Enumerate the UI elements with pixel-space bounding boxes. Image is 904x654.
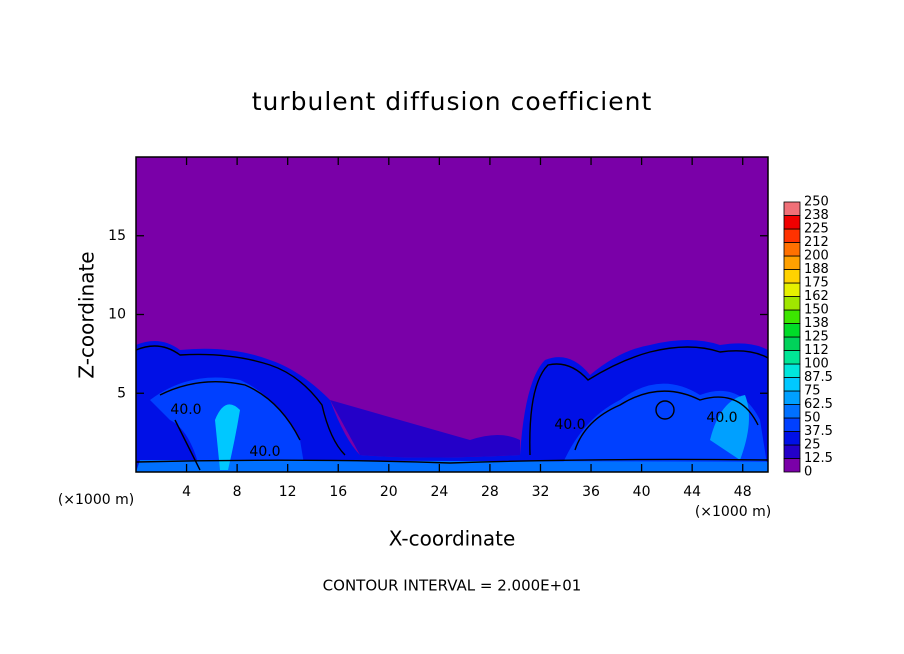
colorbar-box [783, 255, 801, 270]
x-tick-label: 44 [683, 484, 701, 500]
colorbar-label: 37.5 [804, 424, 833, 439]
colorbar-box [783, 282, 801, 297]
x-tick-label: 28 [481, 484, 499, 500]
colorbar-label: 0 [804, 465, 812, 480]
colorbar-box [783, 404, 801, 419]
colorbar-label: 150 [804, 303, 829, 318]
colorbar-label: 87.5 [804, 370, 833, 385]
x-tick-label: 32 [532, 484, 550, 500]
contour-label: 40.0 [706, 410, 737, 426]
colorbar-box [783, 242, 801, 257]
colorbar-box [783, 431, 801, 446]
colorbar-box [783, 296, 801, 311]
x-tick-label: 20 [380, 484, 398, 500]
colorbar-label: 238 [804, 208, 829, 223]
colorbar-label: 12.5 [804, 451, 833, 466]
colorbar-label: 75 [804, 384, 821, 399]
x-tick-label: 48 [734, 484, 752, 500]
field-region [560, 383, 768, 470]
colorbar-box [783, 350, 801, 365]
colorbar-label: 25 [804, 438, 821, 453]
x-unit-label: (×1000 m) [58, 492, 134, 508]
field [135, 157, 769, 472]
x-tick-label: 36 [582, 484, 600, 500]
colorbar-label: 125 [804, 330, 829, 345]
x-tick-label: 24 [430, 484, 448, 500]
colorbar-label: 62.5 [804, 397, 833, 412]
colorbar-box [783, 201, 801, 216]
colorbar-label: 50 [804, 411, 821, 426]
colorbar-box [783, 417, 801, 432]
colorbar-box [783, 458, 801, 473]
colorbar-box [783, 377, 801, 392]
y-tick-label: 5 [117, 385, 126, 401]
colorbar-label: 250 [804, 195, 829, 210]
colorbar-box [783, 336, 801, 351]
colorbar-label: 138 [804, 316, 829, 331]
colorbar-box [783, 323, 801, 338]
colorbar-box [783, 215, 801, 230]
chart-title: turbulent diffusion coefficient [252, 87, 653, 116]
contour-label: 40.0 [554, 417, 585, 433]
colorbar-label: 188 [804, 262, 829, 277]
colorbar-label: 112 [804, 343, 829, 358]
field-region [330, 400, 520, 458]
colorbar-label: 162 [804, 289, 829, 304]
colorbar-label: 200 [804, 249, 829, 264]
colorbar-box [783, 269, 801, 284]
field-region [710, 395, 749, 460]
colorbar-box [783, 444, 801, 459]
colorbar-box [783, 390, 801, 405]
y-tick-label: 10 [108, 307, 126, 323]
x-tick-label: 16 [329, 484, 347, 500]
x-tick-label: 8 [233, 484, 242, 500]
y-axis-label: Z-coordinate [75, 251, 99, 378]
x-unit-label: (×1000 m) [695, 504, 771, 520]
colorbar-label: 100 [804, 357, 829, 372]
colorbar-box [783, 363, 801, 378]
x-tick-label: 12 [279, 484, 297, 500]
contour-label: 40.0 [249, 444, 280, 460]
contour-note: CONTOUR INTERVAL = 2.000E+01 [323, 577, 582, 595]
x-axis-label: X-coordinate [389, 527, 516, 551]
contour-label: 40.0 [170, 402, 201, 418]
x-tick-label: 40 [633, 484, 651, 500]
colorbar-box [783, 309, 801, 324]
colorbar-label: 212 [804, 235, 829, 250]
colorbar-label: 225 [804, 222, 829, 237]
x-tick-label: 4 [182, 484, 191, 500]
y-tick-label: 15 [108, 228, 126, 244]
field-region [136, 460, 768, 472]
colorbar-box [783, 228, 801, 243]
colorbar-label: 175 [804, 276, 829, 291]
field-region [215, 404, 240, 470]
contour-labels: 40.0 40.0 40.0 40.0 [170, 402, 737, 460]
